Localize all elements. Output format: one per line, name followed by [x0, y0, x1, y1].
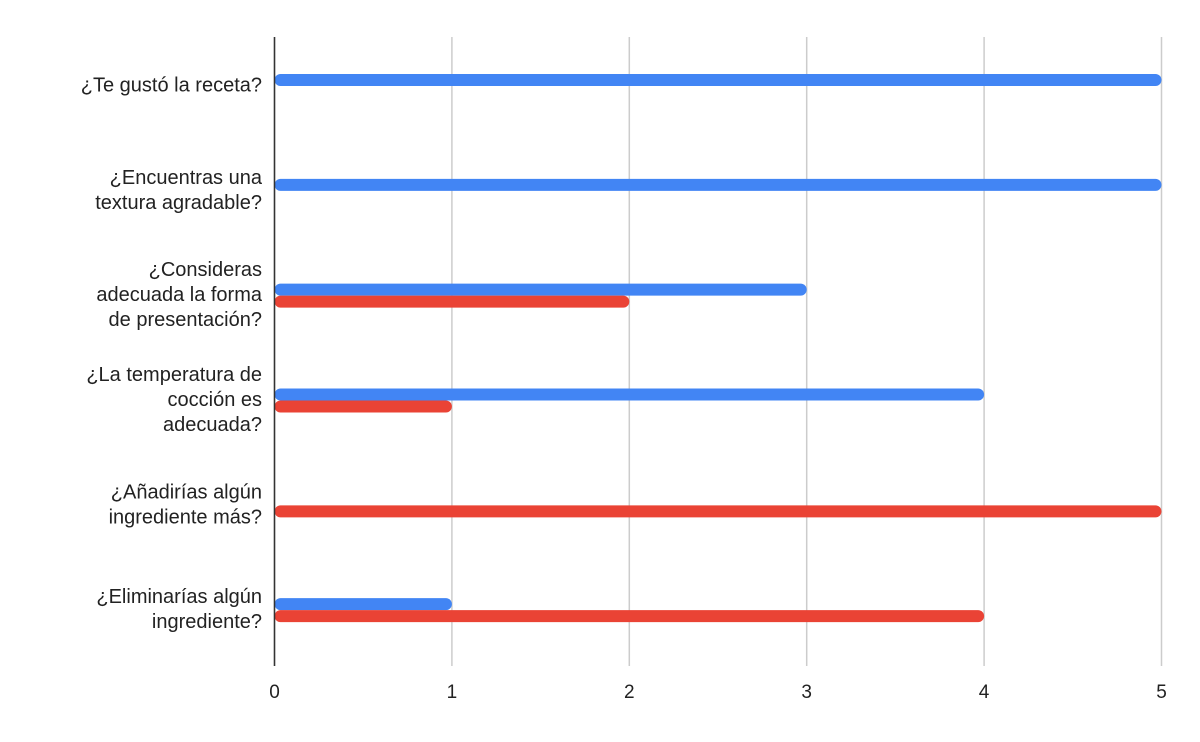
category-label: ¿La temperatura de cocción es adecuada? — [86, 364, 262, 436]
category-label-line: ¿Consideras — [149, 259, 262, 281]
bar-series-1-cat-6 — [274, 598, 452, 611]
bar-series-1-cat-2 — [274, 178, 1162, 191]
x-tick-label: 5 — [1156, 682, 1167, 703]
category-label-line: ¿La temperatura de — [86, 364, 262, 386]
x-tick-label: 4 — [979, 682, 990, 703]
bar-series-1-cat-4 — [274, 388, 985, 401]
x-tick-label: 3 — [801, 682, 812, 703]
x-tick-label: 1 — [447, 682, 458, 703]
bar-series-1-cat-3 — [274, 283, 807, 296]
category-labels: ¿Te gustó la receta? ¿Encuentras una textu… — [81, 74, 263, 633]
category-label-line: ingrediente más? — [109, 506, 262, 528]
x-tick-labels: 0 1 2 3 4 5 — [269, 682, 1167, 703]
category-label-line: de presentación? — [109, 309, 262, 331]
gridlines — [451, 37, 1163, 666]
category-label: ¿Eliminarías algún ingrediente? — [96, 586, 262, 633]
category-label-line: ¿Eliminarías algún — [96, 586, 262, 608]
bar-series-1-cat-1 — [274, 74, 1162, 86]
bar-series-2-cat-6 — [274, 610, 985, 623]
bars — [274, 74, 1162, 623]
bar-series-2-cat-5 — [274, 505, 1162, 518]
x-tick-label: 0 — [269, 682, 280, 703]
category-label: ¿Te gustó la receta? — [81, 74, 262, 96]
category-label-line: ingrediente? — [152, 611, 262, 633]
bar-series-2-cat-3 — [274, 295, 630, 308]
category-label-line: adecuada la forma — [96, 284, 263, 306]
category-label: ¿Consideras adecuada la forma de presentac… — [96, 259, 263, 331]
category-label: ¿Encuentras una textura agradable? — [95, 167, 263, 214]
category-label-line: ¿Te gustó la receta? — [81, 74, 262, 96]
bar-series-2-cat-4 — [274, 400, 452, 413]
x-tick-label: 2 — [624, 682, 635, 703]
category-label-line: ¿Encuentras una — [110, 167, 263, 189]
category-label-line: textura agradable? — [95, 192, 262, 214]
category-label-line: adecuada? — [163, 414, 262, 436]
category-label: ¿Añadirías algún ingrediente más? — [109, 481, 262, 528]
category-label-line: cocción es — [168, 389, 263, 411]
category-label-line: ¿Añadirías algún — [111, 481, 262, 503]
